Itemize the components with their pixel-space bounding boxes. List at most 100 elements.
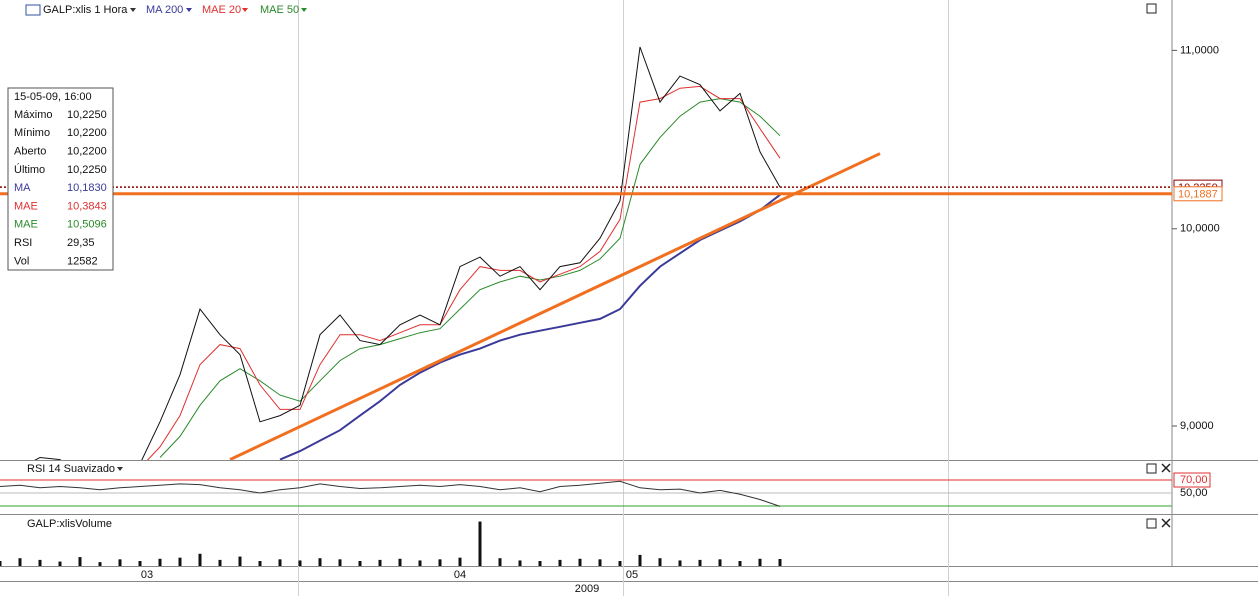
trendline: [229, 152, 881, 460]
rsi-level-label: 50,00: [1180, 487, 1208, 499]
volume-bar: [158, 558, 162, 566]
volume-panel: [0, 521, 782, 566]
price-panel: [34, 46, 881, 460]
volume-bar: [218, 559, 222, 566]
indicator-line: [146, 85, 781, 460]
indicator-line: [279, 194, 781, 460]
volume-bar: [438, 559, 442, 566]
volume-bar: [178, 557, 182, 566]
volume-bar: [318, 558, 322, 566]
y-tick-label: 10,0000: [1180, 223, 1220, 235]
dropdown-arrow[interactable]: [301, 8, 307, 12]
volume-bar: [678, 560, 682, 566]
volume-bar: [298, 560, 302, 566]
indicator-menu[interactable]: MA 200: [146, 4, 183, 16]
info-value: 29,35: [67, 237, 95, 249]
volume-bar: [238, 556, 242, 566]
x-tick-label: 05: [626, 569, 638, 581]
volume-bar: [758, 558, 762, 566]
y-tick-label: 9,0000: [1180, 420, 1214, 432]
maximize-button[interactable]: [1146, 3, 1157, 14]
volume-bar: [518, 560, 522, 566]
dropdown-arrow[interactable]: [130, 8, 136, 12]
volume-bar: [458, 557, 462, 566]
rsi-level-box: [1173, 472, 1211, 488]
x-tick-label: 04: [454, 569, 466, 581]
volume-bar: [718, 559, 722, 566]
volume-bar: [358, 561, 362, 566]
volume-bar: [338, 559, 342, 566]
maximize-button[interactable]: [1146, 463, 1157, 474]
x-tick-label: 03: [141, 569, 153, 581]
volume-bar: [78, 557, 82, 566]
info-label: MAE: [14, 200, 38, 212]
info-label: RSI: [14, 237, 32, 249]
price-level-box: [1173, 186, 1223, 202]
volume-bar: [658, 558, 662, 566]
volume-bar: [98, 562, 102, 566]
indicator-menu[interactable]: MAE 50: [260, 4, 299, 16]
info-value: 10,2200: [67, 146, 107, 158]
volume-bar: [738, 561, 742, 566]
volume-bar: [118, 559, 122, 566]
maximize-button[interactable]: [1146, 518, 1157, 529]
dropdown-arrow[interactable]: [186, 8, 192, 12]
info-label: Máximo: [14, 109, 53, 121]
info-value: 10,5096: [67, 219, 107, 231]
info-value: 10,3843: [67, 200, 107, 212]
price-line: [34, 46, 781, 460]
volume-bar: [398, 558, 402, 566]
y-tick-label: 11,0000: [1180, 44, 1219, 56]
dropdown-arrow[interactable]: [242, 8, 248, 12]
info-label: Vol: [14, 255, 29, 267]
volume-bar: [618, 561, 622, 566]
info-value: 10,2200: [67, 127, 107, 139]
volume-bar: [138, 561, 142, 566]
year-label: 2009: [575, 583, 599, 595]
indicator-menu[interactable]: MAE 20: [202, 4, 241, 16]
info-value: 10,2250: [67, 109, 107, 121]
volume-bar: [258, 561, 262, 566]
volume-bar: [698, 559, 702, 566]
volume-bar: [578, 558, 582, 566]
volume-bar: [638, 554, 642, 566]
info-label: Último: [14, 163, 45, 176]
volume-bar: [58, 561, 62, 566]
info-label: MAE: [14, 219, 38, 231]
volume-bar: [778, 559, 782, 566]
info-label: MA: [14, 182, 31, 194]
volume-bar: [418, 560, 422, 566]
rsi-level-label: 70,00: [1180, 474, 1208, 486]
close-button[interactable]: [1161, 463, 1171, 473]
volume-bar: [378, 559, 382, 566]
volume-bar: [478, 521, 482, 566]
info-value: 12582: [67, 255, 98, 267]
indicator-line: [159, 98, 781, 458]
info-box-frame: [7, 87, 114, 271]
price-level-label: 10,1887: [1178, 189, 1218, 201]
volume-title: GALP:xlisVolume: [27, 518, 112, 530]
rsi-panel: [0, 479, 1172, 507]
volume-bar: [498, 558, 502, 566]
cfd-icon: [25, 4, 41, 16]
volume-bar: [538, 561, 542, 566]
info-box: 15-05-09, 16:00 Máximo 10,2250 Mínimo 10,22…: [7, 87, 114, 271]
plot-layer: 03 04 05 9,0000 10,0000 11,0000 10,2250 10,1887…: [0, 0, 1223, 596]
close-button[interactable]: [1161, 518, 1171, 528]
dropdown-arrow[interactable]: [117, 467, 123, 471]
info-value: 10,1830: [67, 182, 107, 194]
info-date: 15-05-09, 16:00: [14, 91, 92, 103]
info-label: Aberto: [14, 146, 46, 158]
volume-bar: [18, 558, 22, 566]
info-label: Mínimo: [14, 127, 50, 139]
rsi-title[interactable]: RSI 14 Suavizado: [27, 463, 115, 475]
volume-bar: [0, 561, 2, 566]
rsi-line: [0, 480, 781, 507]
volume-bar: [198, 553, 202, 566]
volume-bar: [598, 559, 602, 566]
volume-bar: [558, 559, 562, 566]
volume-bar: [38, 559, 42, 566]
info-value: 10,2250: [67, 164, 107, 176]
symbol-menu[interactable]: GALP:xlis 1 Hora: [43, 4, 128, 16]
